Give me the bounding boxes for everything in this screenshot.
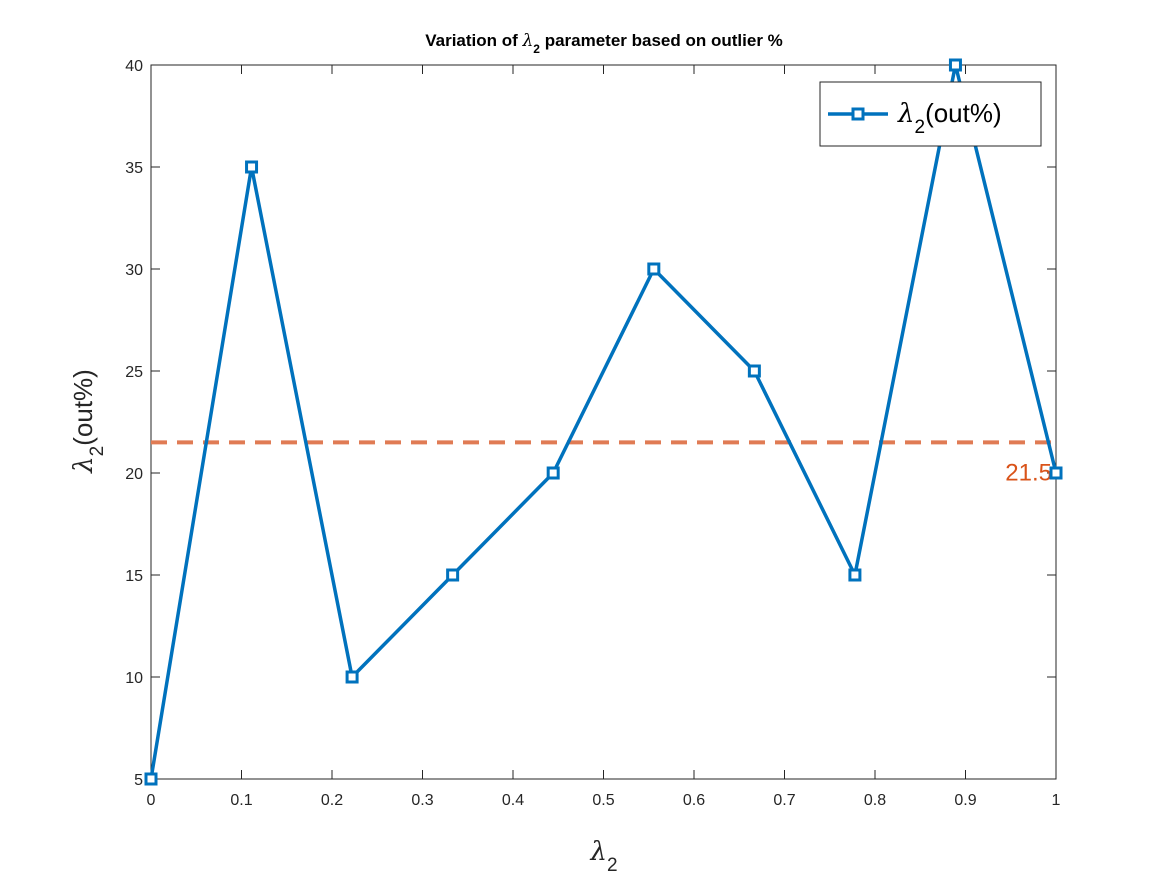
chart-title-prefix: Variation of xyxy=(425,31,522,50)
chart-title-symbol: λ xyxy=(522,31,534,51)
x-tick-label: 0.8 xyxy=(864,792,886,809)
y-tick-label: 10 xyxy=(125,670,143,687)
y-axis-label-subscript: 2 xyxy=(87,446,108,457)
data-point xyxy=(747,364,761,378)
data-point xyxy=(647,262,661,276)
y-tick-label: 35 xyxy=(125,160,143,177)
y-tick-label: 25 xyxy=(125,364,143,381)
data-point xyxy=(1049,466,1063,480)
legend: λ2(out%) xyxy=(819,81,1042,147)
data-point xyxy=(848,568,862,582)
y-tick-label: 30 xyxy=(125,262,143,279)
reference-line-group: 21.5 xyxy=(151,440,1056,486)
x-tick-label: 0.3 xyxy=(411,792,433,809)
x-tick-label: 0.1 xyxy=(230,792,252,809)
data-point xyxy=(948,58,962,72)
x-tick-label: 0.4 xyxy=(502,792,524,809)
chart-title-subscript: 2 xyxy=(533,42,540,56)
y-tick-label: 40 xyxy=(125,58,143,75)
y-axis-label: λ2(out%) xyxy=(68,369,108,474)
legend-entry-suffix: (out%) xyxy=(925,98,1002,128)
series-line xyxy=(149,63,1058,780)
y-tick-label: 15 xyxy=(125,568,143,585)
x-tick-label: 0 xyxy=(147,792,156,809)
data-point xyxy=(245,160,259,174)
data-point xyxy=(546,466,560,480)
x-axis-ticks: 0 0.1 0.2 0.3 0.4 0.5 0.6 0.7 0.8 0.9 1 xyxy=(147,65,1061,809)
data-point xyxy=(446,568,460,582)
y-axis-label-symbol: λ xyxy=(69,456,99,473)
x-tick-label: 0.5 xyxy=(592,792,614,809)
x-axis-label-symbol: λ xyxy=(589,837,606,867)
legend-entry-symbol: λ xyxy=(897,99,914,129)
y-axis-label-suffix: (out%) xyxy=(68,369,98,446)
data-point xyxy=(144,772,158,786)
reference-line-label: 21.5 xyxy=(1005,459,1052,486)
legend-entry-subscript: 2 xyxy=(914,117,925,138)
x-tick-label: 0.9 xyxy=(954,792,976,809)
legend-marker-sample xyxy=(851,107,865,121)
series-group xyxy=(144,58,1063,786)
x-axis-label: λ2 xyxy=(589,837,617,875)
chart-title: Variation of λ2 parameter based on outli… xyxy=(425,31,783,56)
plot-area: 0 0.1 0.2 0.3 0.4 0.5 0.6 0.7 0.8 0.9 1 5 10 15 20 25 3… xyxy=(125,58,1063,809)
x-tick-label: 1 xyxy=(1052,792,1061,809)
x-axis-label-subscript: 2 xyxy=(607,855,618,875)
chart-title-suffix: parameter based on outlier % xyxy=(540,31,783,50)
x-tick-label: 0.2 xyxy=(321,792,343,809)
y-tick-label: 20 xyxy=(125,466,143,483)
y-tick-label: 5 xyxy=(134,772,143,789)
data-point xyxy=(345,670,359,684)
x-tick-label: 0.6 xyxy=(683,792,705,809)
y-axis-ticks: 5 10 15 20 25 30 35 40 xyxy=(125,58,1056,789)
x-tick-label: 0.7 xyxy=(773,792,795,809)
legend-entry-label: λ2(out%) xyxy=(897,98,1002,138)
